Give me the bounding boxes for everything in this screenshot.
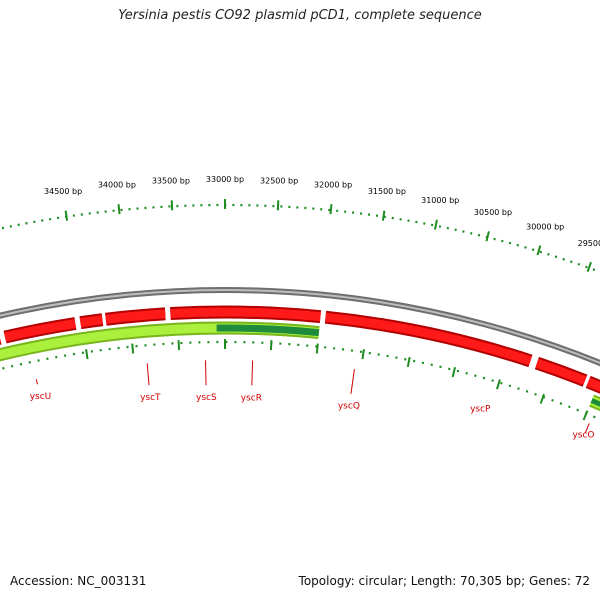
gene-leader-line bbox=[251, 360, 254, 386]
inner-major-tick bbox=[131, 343, 135, 354]
tick-label: 34000 bp bbox=[98, 180, 136, 189]
tick-label: 32000 bp bbox=[314, 180, 352, 189]
gene-leader-line bbox=[350, 368, 355, 394]
map-title: Yersinia pestis CO92 plasmid pCD1, compl… bbox=[118, 8, 482, 23]
dark-gene bbox=[216, 324, 320, 337]
outer-dotted-ring bbox=[0, 203, 600, 274]
major-tick bbox=[329, 204, 333, 215]
gene-label: yscO bbox=[572, 430, 594, 440]
accession-label: Accession: bbox=[10, 574, 74, 588]
major-tick bbox=[536, 245, 542, 256]
gene-leader-line bbox=[584, 423, 590, 433]
tick-label: 30000 bp bbox=[526, 222, 564, 231]
gene-label: yscP bbox=[470, 404, 491, 414]
inner-major-tick bbox=[406, 356, 411, 368]
major-tick bbox=[381, 210, 386, 221]
forward-gene-fill bbox=[3, 319, 77, 342]
gene-leader-line bbox=[205, 360, 207, 386]
inner-major-tick bbox=[496, 379, 501, 390]
gene-label: yscU bbox=[30, 392, 52, 402]
forward-gene-fill bbox=[79, 315, 103, 328]
tick-label: 34500 bp bbox=[44, 187, 82, 196]
forward-gene-fill bbox=[105, 309, 166, 324]
major-tick bbox=[64, 210, 69, 221]
ring-layer bbox=[0, 286, 600, 367]
gene-layer bbox=[0, 305, 600, 412]
major-tick bbox=[117, 204, 121, 215]
topology-line: Topology: circular; Length: 70,305 bp; G… bbox=[298, 574, 590, 588]
inner-major-tick bbox=[361, 349, 365, 360]
inner-major-tick bbox=[85, 349, 89, 360]
dark-gene bbox=[590, 398, 600, 407]
backbone-ring-highlight bbox=[0, 288, 600, 365]
tick-label: 33500 bp bbox=[152, 176, 190, 185]
forward-gene-fill bbox=[535, 358, 587, 385]
gene-label: yscT bbox=[140, 393, 161, 403]
gene-leader-line bbox=[35, 379, 38, 385]
gene-label: yscR bbox=[241, 393, 262, 403]
forward-gene-fill bbox=[170, 307, 321, 322]
accession-value: NC_003131 bbox=[77, 574, 147, 588]
gene-leader-line bbox=[146, 363, 150, 386]
inner-major-tick bbox=[451, 367, 457, 378]
tick-label: 31000 bp bbox=[421, 196, 459, 205]
inner-major-tick bbox=[315, 343, 319, 354]
tick-label: 29500 bp bbox=[578, 239, 600, 248]
major-tick bbox=[433, 219, 438, 230]
major-tick bbox=[485, 231, 490, 242]
gene-label: yscS bbox=[196, 393, 217, 403]
tick-label: 30500 bp bbox=[474, 208, 512, 217]
inner-major-tick bbox=[582, 410, 589, 421]
label-layer: yscO yscP yscQ yscR yscS yscT yscU bbox=[30, 360, 595, 440]
forward-gene-fill bbox=[325, 312, 532, 366]
major-tick bbox=[586, 261, 592, 272]
tick-label: 32500 bp bbox=[260, 176, 298, 185]
inner-major-tick bbox=[539, 393, 545, 404]
tick-label: 31500 bp bbox=[368, 187, 406, 196]
forward-gene-fill bbox=[586, 377, 600, 392]
accession-line: Accession: NC_003131 bbox=[10, 574, 146, 588]
tick-label: 33000 bp bbox=[206, 175, 244, 184]
gene-label: yscQ bbox=[338, 402, 360, 412]
